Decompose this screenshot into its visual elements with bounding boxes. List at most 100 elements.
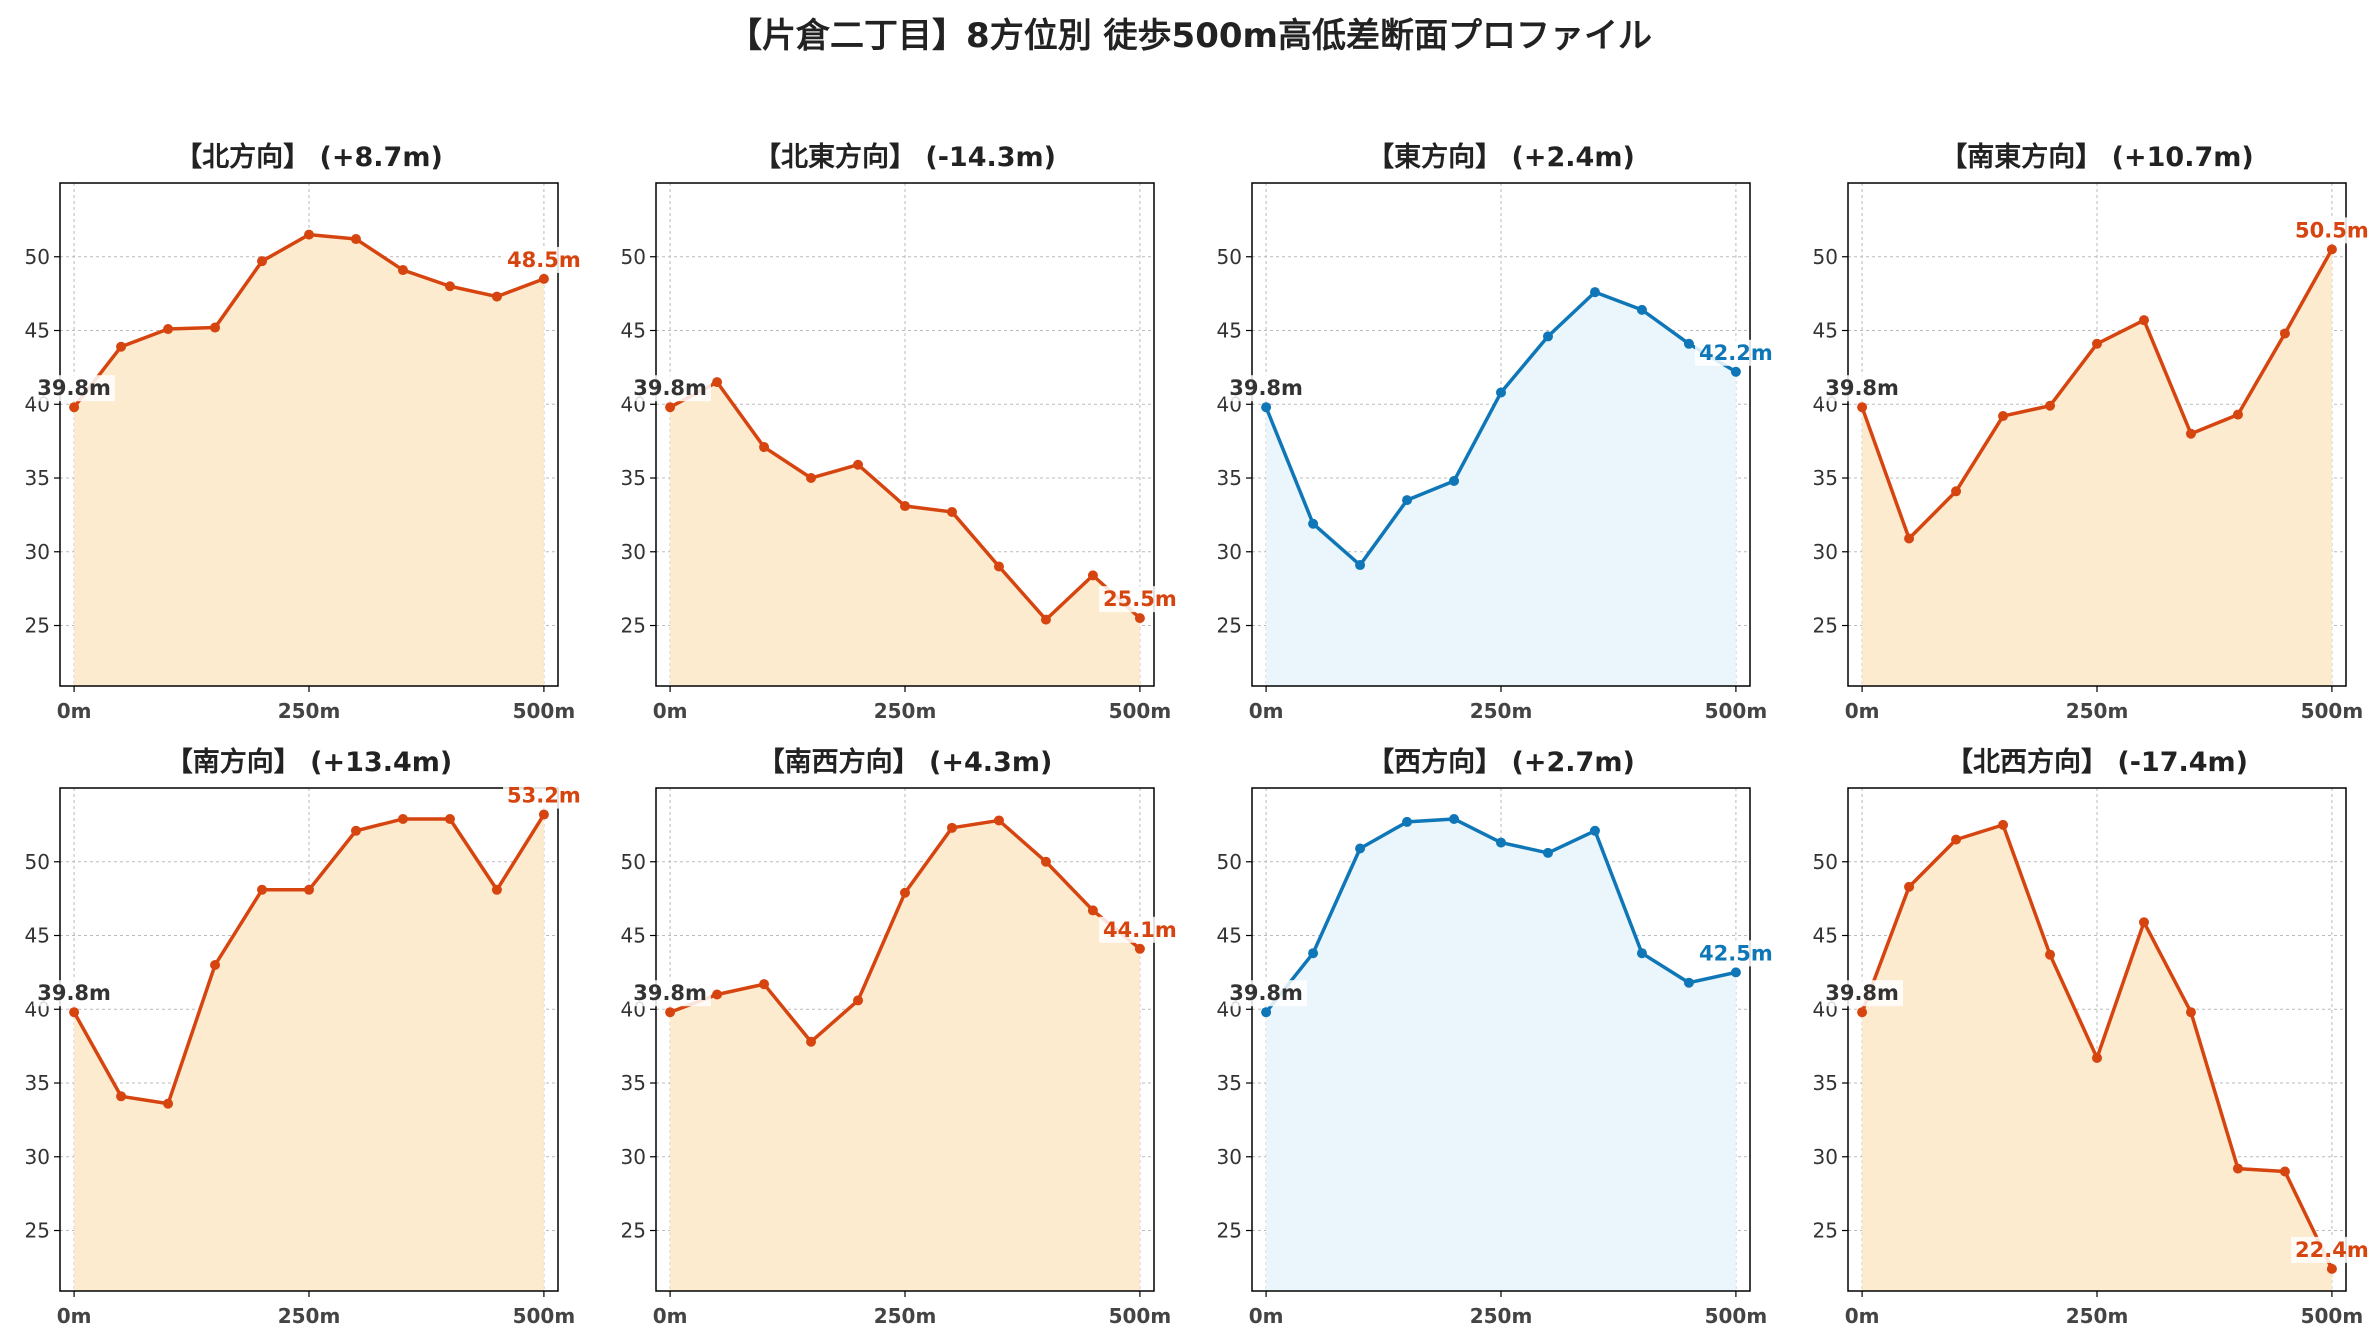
start-value-label: 39.8m xyxy=(1825,376,1899,400)
x-tick-label: 500m xyxy=(513,1304,576,1328)
x-tick-label: 250m xyxy=(874,699,937,723)
start-value-label-bg xyxy=(1225,980,1307,1007)
data-point xyxy=(2045,949,2056,960)
data-point xyxy=(1636,948,1647,959)
y-tick-label: 30 xyxy=(1813,1145,1838,1169)
data-point xyxy=(1857,1007,1868,1018)
data-point xyxy=(1636,304,1647,315)
start-value-label: 39.8m xyxy=(1229,981,1303,1005)
x-tick-label: 500m xyxy=(2301,1304,2364,1328)
data-point xyxy=(210,322,221,333)
data-point xyxy=(1904,881,1915,892)
data-point xyxy=(1355,843,1366,854)
y-tick-label: 50 xyxy=(621,245,646,269)
page-title: 【片倉二丁目】8方位別 徒歩500m高低差断面プロファイル xyxy=(728,16,1652,56)
end-value-label-bg xyxy=(1695,339,1777,366)
data-point xyxy=(946,822,957,833)
data-point xyxy=(2326,1263,2337,1274)
area-fill xyxy=(1266,818,1736,1291)
data-point xyxy=(1308,948,1319,959)
data-point xyxy=(993,815,1004,826)
data-point xyxy=(304,884,314,895)
data-point xyxy=(993,561,1004,572)
panel-title: 【北西方向】 (-17.4m) xyxy=(1946,746,2248,778)
start-value-label-bg xyxy=(629,980,711,1007)
data-point xyxy=(1449,813,1460,824)
data-point xyxy=(2092,1052,2102,1063)
data-point xyxy=(304,229,314,240)
y-tick-label: 35 xyxy=(1217,1071,1242,1095)
x-tick-label: 0m xyxy=(57,699,92,723)
data-point xyxy=(163,324,174,335)
y-tick-label: 25 xyxy=(621,1219,646,1243)
y-tick-label: 30 xyxy=(1217,1145,1242,1169)
y-tick-label: 35 xyxy=(1813,1071,1838,1095)
end-value-label: 44.1m xyxy=(1103,918,1177,942)
y-tick-label: 30 xyxy=(25,1145,50,1169)
data-point xyxy=(853,459,864,470)
data-point xyxy=(712,377,723,388)
end-value-label-bg xyxy=(2291,1236,2373,1263)
x-tick-label: 250m xyxy=(874,1304,937,1328)
data-point xyxy=(806,1036,817,1047)
data-point xyxy=(665,402,676,413)
end-value-label: 42.2m xyxy=(1699,341,1773,365)
end-value-label-bg xyxy=(1099,586,1181,613)
x-tick-label: 500m xyxy=(1109,1304,1172,1328)
start-value-label-bg xyxy=(629,375,711,402)
data-point xyxy=(2092,338,2102,349)
area-fill xyxy=(74,814,544,1291)
y-tick-label: 50 xyxy=(621,850,646,874)
start-value-label: 39.8m xyxy=(1825,981,1899,1005)
panel-title: 【北方向】 (+8.7m) xyxy=(175,141,443,173)
data-point xyxy=(759,442,770,453)
end-value-label-bg xyxy=(503,782,585,809)
start-value-label-bg xyxy=(33,375,115,402)
y-tick-label: 25 xyxy=(25,614,50,638)
end-value-label: 22.4m xyxy=(2295,1238,2369,1262)
data-point xyxy=(2232,1163,2243,1174)
data-point xyxy=(2138,315,2149,326)
data-point xyxy=(69,402,80,413)
panel-title: 【東方向】 (+2.4m) xyxy=(1367,141,1635,173)
data-point xyxy=(2279,328,2290,339)
data-point xyxy=(538,809,549,820)
data-point xyxy=(257,256,268,267)
y-tick-label: 30 xyxy=(1813,540,1838,564)
y-tick-label: 35 xyxy=(621,1071,646,1095)
data-point xyxy=(491,291,502,302)
data-point xyxy=(2185,428,2196,439)
y-tick-label: 30 xyxy=(621,540,646,564)
start-value-label: 39.8m xyxy=(633,981,707,1005)
end-value-label: 48.5m xyxy=(507,248,581,272)
y-tick-label: 50 xyxy=(1217,850,1242,874)
x-tick-label: 250m xyxy=(1470,1304,1533,1328)
area-fill xyxy=(670,382,1140,686)
data-point xyxy=(163,1098,174,1109)
area-fill xyxy=(74,234,544,686)
data-point xyxy=(2138,917,2149,928)
data-point xyxy=(1355,560,1366,571)
data-point xyxy=(350,825,361,836)
end-value-label: 42.5m xyxy=(1699,941,1773,965)
data-point xyxy=(538,273,549,284)
data-point xyxy=(69,1007,80,1018)
y-tick-label: 25 xyxy=(1813,1219,1838,1243)
data-point xyxy=(1542,847,1553,858)
data-point xyxy=(1040,856,1051,867)
x-tick-label: 0m xyxy=(1845,699,1880,723)
data-point xyxy=(1998,819,2009,830)
data-point xyxy=(397,265,408,276)
x-tick-label: 250m xyxy=(2066,699,2129,723)
y-tick-label: 50 xyxy=(1813,850,1838,874)
data-point xyxy=(1589,287,1600,298)
data-point xyxy=(491,884,502,895)
y-tick-label: 25 xyxy=(25,1219,50,1243)
end-value-label: 53.2m xyxy=(507,784,581,808)
y-tick-label: 45 xyxy=(25,924,50,948)
